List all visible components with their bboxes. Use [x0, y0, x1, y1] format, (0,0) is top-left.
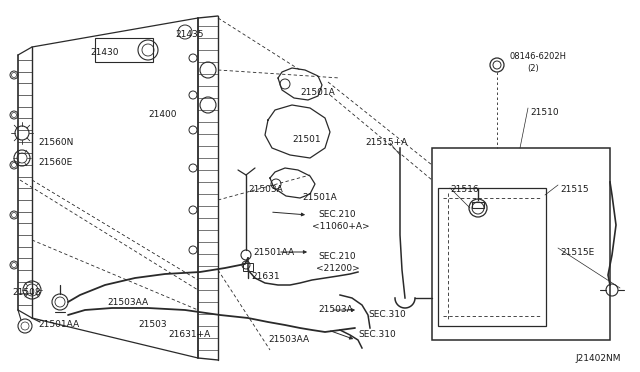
Text: 21503A: 21503A: [248, 185, 283, 194]
Text: 21560E: 21560E: [38, 158, 72, 167]
Text: 08146-6202H: 08146-6202H: [510, 52, 567, 61]
Bar: [243, 263, 253, 271]
Text: 21560N: 21560N: [38, 138, 74, 147]
Text: 21516: 21516: [450, 185, 479, 194]
Text: <21200>: <21200>: [316, 264, 360, 273]
Bar: [95, 38, 153, 62]
Text: 21430: 21430: [90, 48, 118, 57]
Text: 21508: 21508: [12, 288, 40, 297]
Text: 21503: 21503: [138, 320, 166, 329]
Text: SEC.210: SEC.210: [318, 210, 356, 219]
Text: J21402NM: J21402NM: [575, 354, 621, 363]
Text: (2): (2): [527, 64, 539, 73]
Text: 21501A: 21501A: [302, 193, 337, 202]
Text: 21501AA: 21501AA: [38, 320, 79, 329]
Text: SEC.210: SEC.210: [318, 252, 356, 261]
Text: 21501AA: 21501AA: [253, 248, 294, 257]
Bar: [472, 202, 484, 208]
Text: SEC.310: SEC.310: [368, 310, 406, 319]
Bar: [438, 188, 546, 326]
Text: 21435: 21435: [175, 30, 204, 39]
Bar: [432, 148, 610, 340]
Text: 21400: 21400: [148, 110, 177, 119]
Text: 21631+A: 21631+A: [168, 330, 211, 339]
Text: 21515E: 21515E: [560, 248, 595, 257]
Text: 21631: 21631: [251, 272, 280, 281]
Text: 21515+A: 21515+A: [365, 138, 407, 147]
Text: 21503AA: 21503AA: [268, 335, 309, 344]
Text: 21503A: 21503A: [318, 305, 353, 314]
Text: 21501A: 21501A: [300, 88, 335, 97]
Text: 21510: 21510: [530, 108, 559, 117]
Text: <11060+A>: <11060+A>: [312, 222, 370, 231]
Text: 21501: 21501: [292, 135, 321, 144]
Text: 21515: 21515: [560, 185, 589, 194]
Text: 21503AA: 21503AA: [107, 298, 148, 307]
Text: SEC.310: SEC.310: [358, 330, 396, 339]
